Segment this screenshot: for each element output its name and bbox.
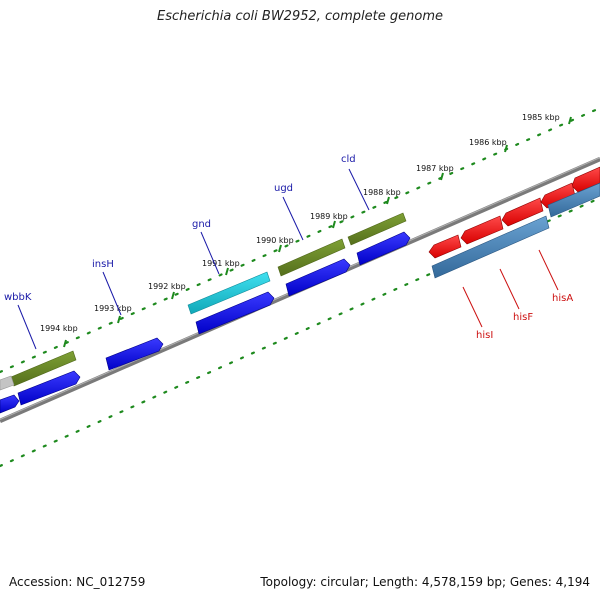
gene-label: cld <box>341 154 356 165</box>
forward-strand-genes <box>0 231 411 414</box>
olive-feature <box>347 212 407 246</box>
cyan-feature <box>187 271 271 315</box>
reverse-strand-genes <box>428 166 600 259</box>
inner-scale-ruler <box>0 196 600 468</box>
leader-line-cld <box>348 168 370 211</box>
scale-tick <box>278 244 282 253</box>
scale-label: 1987 kbp <box>416 164 454 173</box>
scale-tick <box>225 267 229 276</box>
gene-labels: cld ugd gnd insH wbbK hisI hisF hisA <box>4 154 573 341</box>
scale-label: 1985 kbp <box>522 113 560 122</box>
leader-line-hisF <box>499 268 520 310</box>
scale-label: 1986 kbp <box>469 138 507 147</box>
leader-line-wbbK <box>17 304 37 350</box>
forward-gene-arrow <box>195 291 275 335</box>
scale-label: 1991 kbp <box>202 259 240 268</box>
olive-feature <box>277 238 346 277</box>
reverse-gene-arrow <box>501 197 544 227</box>
reverse-gene-arrow <box>428 234 462 259</box>
gene-label: ugd <box>274 183 293 194</box>
scale-tick <box>63 339 67 348</box>
feature-row-inner <box>431 182 600 279</box>
scale-tick <box>117 315 121 324</box>
genome-summary-text: Topology: circular; Length: 4,578,159 bp… <box>260 575 590 589</box>
leader-line-ugd <box>282 196 304 241</box>
scale-label: 1994 kbp <box>40 324 78 333</box>
forward-gene-arrow <box>285 258 351 297</box>
grey-feature <box>0 375 15 391</box>
forward-gene-arrow <box>17 370 81 406</box>
scale-label: 1993 kbp <box>94 304 132 313</box>
gene-label: insH <box>92 259 114 270</box>
accession-text: Accession: NC_012759 <box>9 575 146 589</box>
gene-label: hisI <box>476 330 493 341</box>
gene-label: wbbK <box>4 292 32 303</box>
feature-row-outer <box>0 212 407 391</box>
scale-labels: 1985 kbp 1986 kbp 1987 kbp 1988 kbp 1989… <box>40 113 560 333</box>
forward-gene-arrow <box>356 231 411 266</box>
leader-line-insH <box>102 271 122 316</box>
gene-label: gnd <box>192 219 211 230</box>
forward-gene-arrow <box>105 337 164 371</box>
scale-tick <box>386 196 390 205</box>
scale-tick <box>171 291 175 300</box>
steel-feature <box>431 215 550 279</box>
scale-tick <box>568 116 572 125</box>
leader-line-hisA <box>538 249 559 291</box>
map-title: Escherichia coli BW2952, complete genome <box>157 9 443 24</box>
scale-label: 1988 kbp <box>363 188 401 197</box>
scale-label: 1990 kbp <box>256 236 294 245</box>
gene-leaders <box>17 168 559 350</box>
steel-feature <box>547 182 600 218</box>
leader-line-hisI <box>462 286 483 328</box>
gene-label: hisA <box>552 293 573 304</box>
scale-tick <box>504 144 508 153</box>
scale-label: 1992 kbp <box>148 282 186 291</box>
forward-gene-arrow <box>0 394 20 414</box>
leader-line-gnd <box>200 231 220 275</box>
scale-tick <box>440 172 444 181</box>
gene-label: hisF <box>513 312 533 323</box>
scale-tick <box>332 220 336 229</box>
reverse-gene-arrow <box>460 215 504 245</box>
outer-scale-ruler <box>0 106 600 374</box>
scale-label: 1989 kbp <box>310 212 348 221</box>
scale-ticks <box>63 116 572 348</box>
